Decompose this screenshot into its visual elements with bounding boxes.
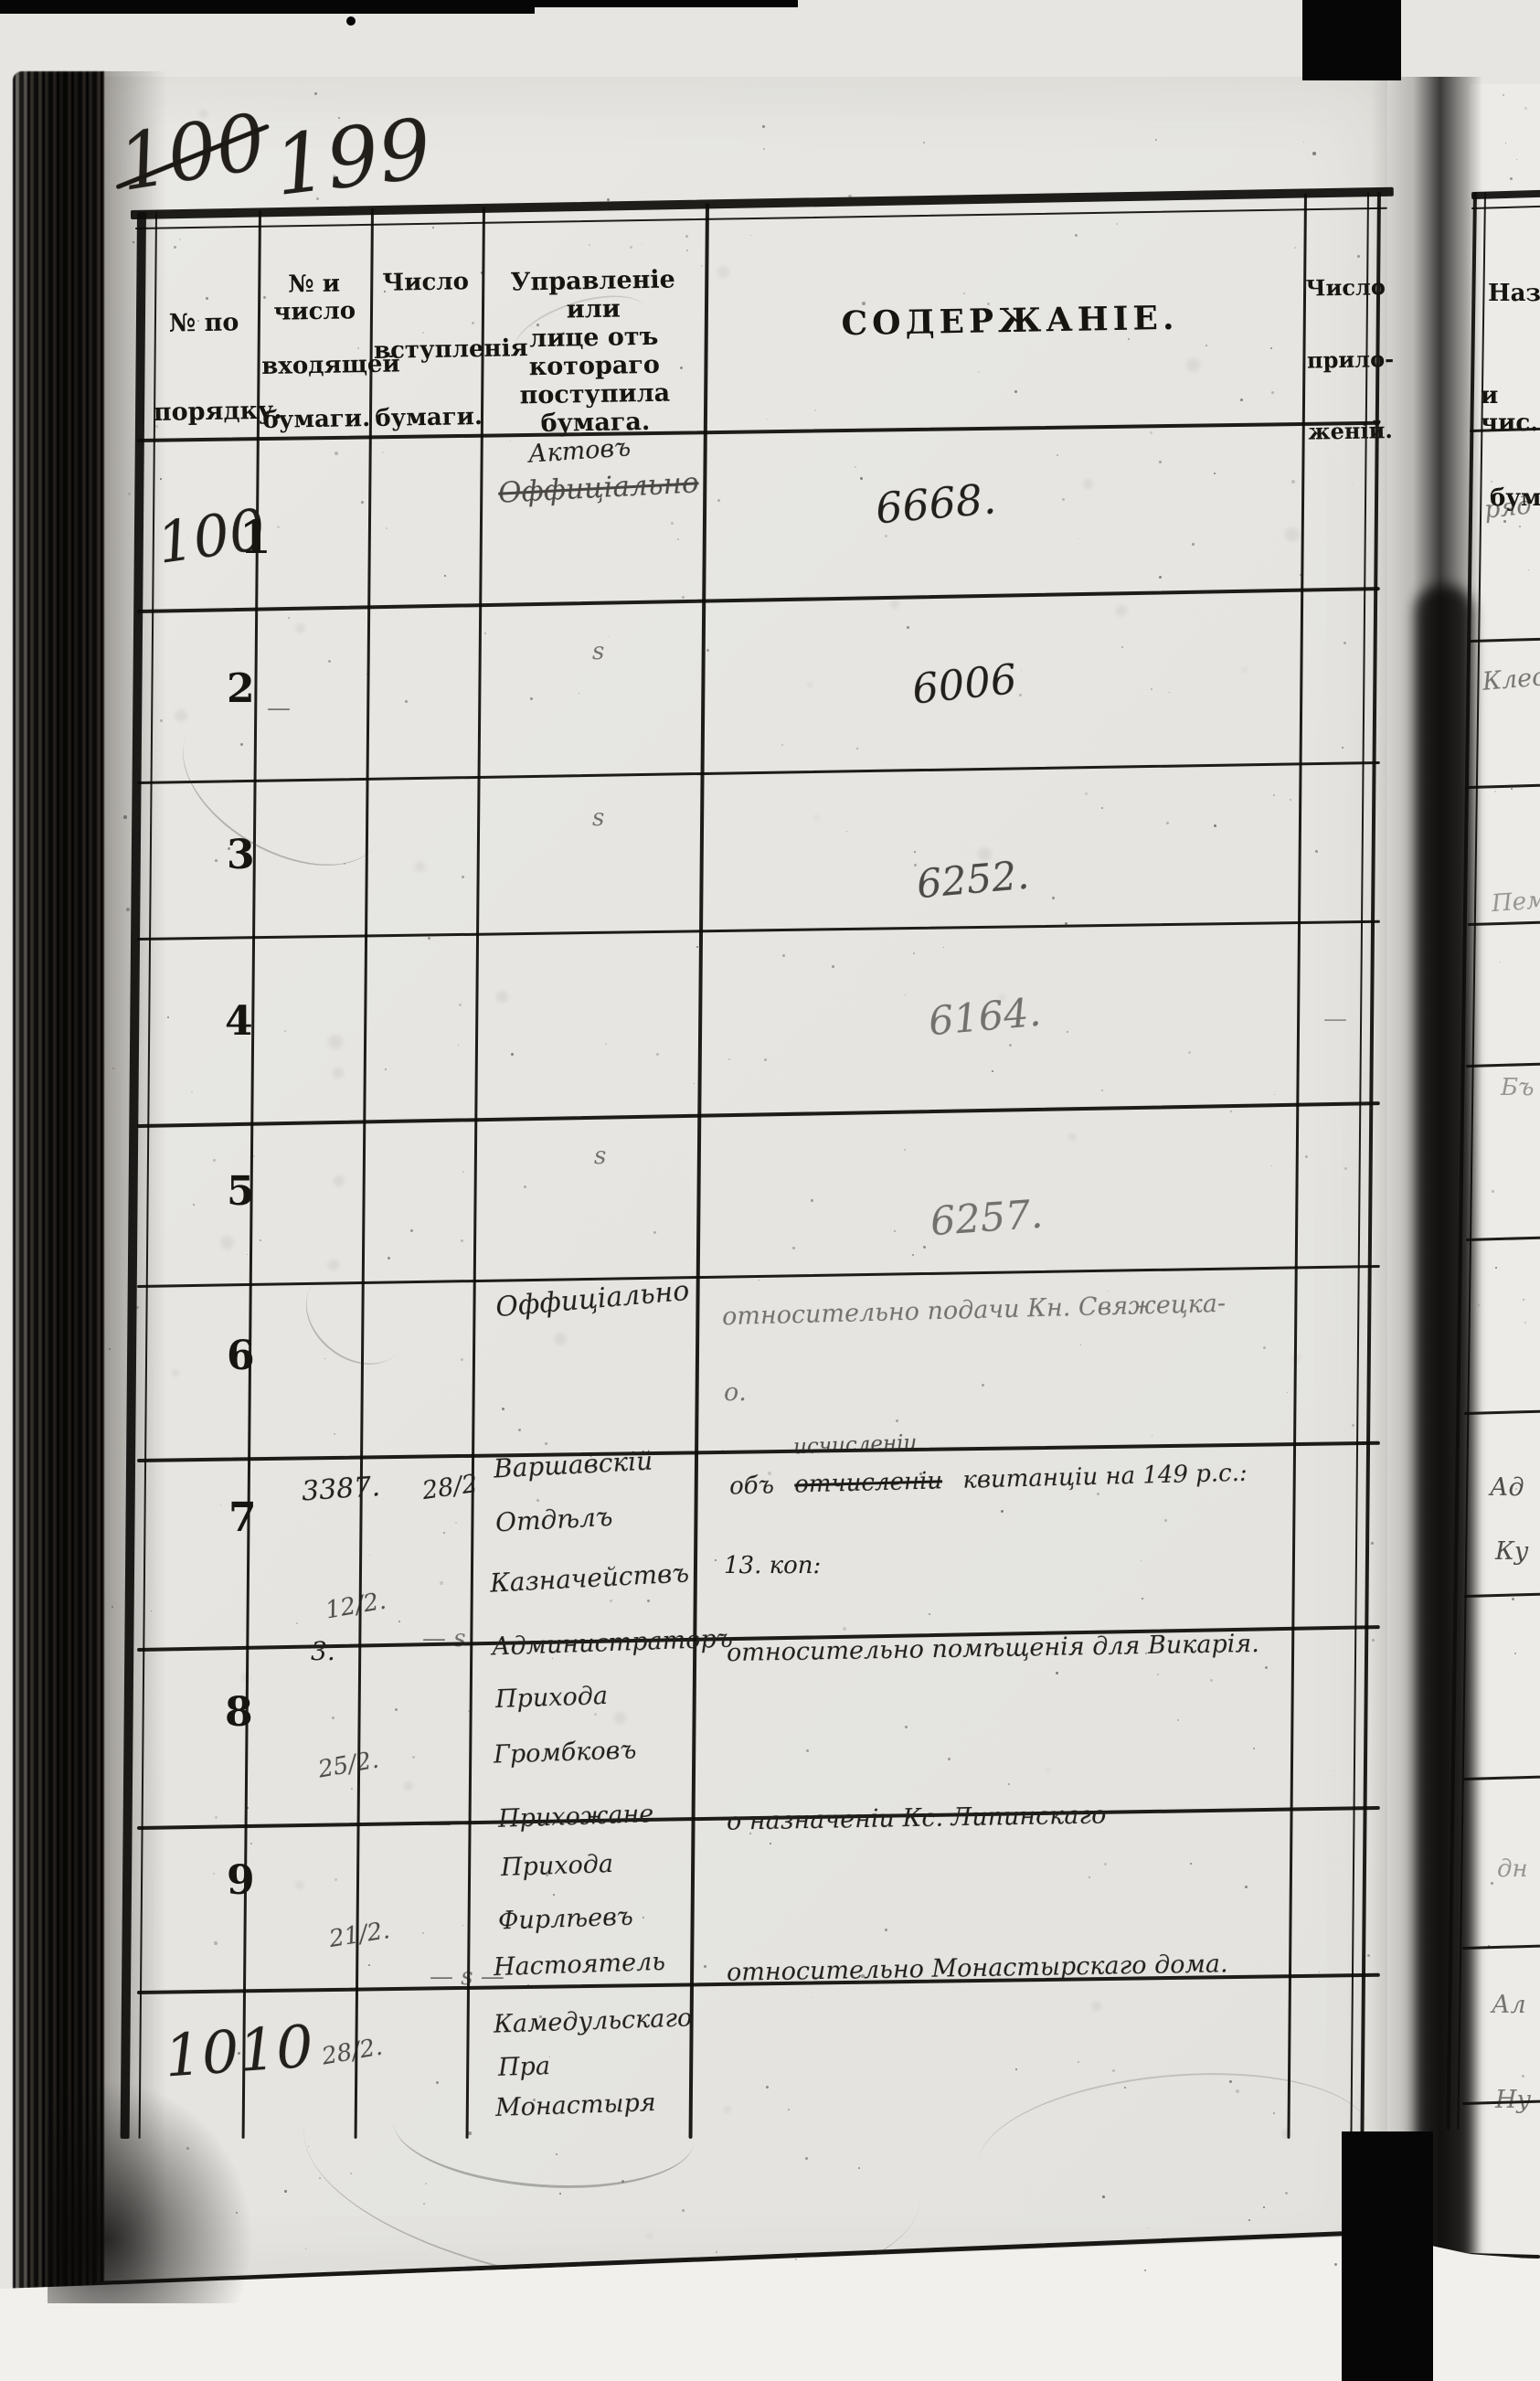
row6-contents-line2: о. — [724, 1378, 747, 1407]
table-rule-vertical — [1287, 193, 1307, 2139]
nextpage-rule-horizontal — [1465, 1236, 1540, 1241]
row2-received-ditto: ѕ — [592, 638, 605, 665]
table-rule-vertical — [465, 206, 485, 2139]
header-col-incoming-line: № и число — [273, 270, 356, 326]
header-col-received-line: вступленія — [373, 335, 528, 366]
nextpage-header-line: бума — [1490, 484, 1540, 512]
nextpage-entry-fragment: Клес — [1481, 663, 1540, 696]
nextpage-entry-fragment: Бъ — [1501, 1074, 1535, 1101]
table-rule-horizontal — [136, 587, 1380, 613]
row10-received-ditto: — ѕ — — [430, 1963, 504, 1991]
book-spine — [13, 71, 104, 2381]
header-col-received-line: бумаги. — [375, 402, 483, 432]
table-rule-vertical — [354, 207, 374, 2139]
row9-source-line: Прихожане — [497, 1800, 654, 1834]
row7-contents-line2: 13. коп: — [724, 1552, 822, 1579]
nextpage-rule-horizontal — [1471, 189, 1540, 199]
nextpage-entry-fragment: Ку — [1495, 1537, 1529, 1566]
row9-source-line: Прихода — [500, 1849, 614, 1883]
header-col-order-line: порядку. — [153, 396, 282, 427]
row3-contents-number: 6252. — [915, 852, 1032, 909]
row3-order: 3 — [227, 832, 255, 878]
row8-received-ditto: — ѕ — [422, 1625, 466, 1653]
header-col-order: № по порядку. — [152, 308, 282, 427]
nextpage-rule-horizontal — [1469, 637, 1540, 643]
scan-artifact-top-bar — [0, 0, 535, 14]
header-col-attachments-line: женій. — [1308, 417, 1393, 445]
header-col-attachments-line: Число — [1305, 273, 1386, 302]
scan-artifact-dot — [346, 16, 356, 26]
row4-contents-number: 6164. — [927, 989, 1044, 1046]
table-rule-horizontal — [136, 1440, 1380, 1462]
row9-received-dash: — — [428, 1810, 451, 1837]
row7-contents-struck-word: отчисленіи — [793, 1467, 943, 1499]
nextpage-entry-fragment: Ал — [1492, 1991, 1526, 2019]
row8-order: 8 — [225, 1689, 253, 1736]
row4-order: 4 — [225, 998, 253, 1045]
row2-incoming-dash: — — [267, 695, 291, 722]
row9-source-line: Фирлѣевъ — [497, 1902, 634, 1936]
row7-contents-inserted-word: исчисленіи — [792, 1430, 918, 1460]
nextpage-entry-fragment: ряд — [1482, 491, 1534, 525]
row5-received-ditto: ѕ — [594, 1143, 607, 1170]
table-rule-horizontal — [136, 1101, 1380, 1128]
table-rule-horizontal — [136, 919, 1380, 941]
page-number-new: 199 — [269, 100, 437, 216]
row8-incoming-number: 3. — [311, 1636, 335, 1666]
scan-artifact-top-right-block — [1302, 0, 1401, 80]
row3-received-ditto: ѕ — [592, 804, 605, 832]
header-col-incoming-line: бумаги. — [262, 404, 371, 435]
nextpage-entry-fragment: Ад — [1490, 1473, 1524, 1502]
nextpage-entry-fragment: дн — [1497, 1855, 1528, 1883]
table-rule-vertical — [1360, 191, 1381, 2139]
left-page-paper — [80, 77, 1387, 2289]
header-col-source-line: поступила бумага. — [519, 378, 671, 439]
scan-artifact-top-bar2 — [533, 0, 798, 7]
nextpage-rule-horizontal — [1467, 783, 1540, 789]
row5-order: 5 — [227, 1168, 255, 1215]
row7-contents-prefix: объ — [728, 1472, 775, 1501]
row1-contents-number: 6668. — [873, 473, 998, 534]
nextpage-rule-horizontal — [1461, 1775, 1540, 1780]
row8-source-line: Громбковъ — [493, 1736, 637, 1770]
page-corner-shadow — [48, 2075, 258, 2303]
row5-contents-number: 6257. — [929, 1191, 1045, 1246]
row7-order: 7 — [228, 1494, 257, 1541]
row9-order: 9 — [227, 1857, 255, 1904]
row6-order: 6 — [227, 1333, 255, 1379]
row2-order: 2 — [227, 665, 255, 712]
header-col-received-line: Число — [382, 268, 470, 297]
nextpage-rule-horizontal — [1467, 920, 1540, 926]
header-col-attachments-line: прило- — [1306, 345, 1395, 374]
nextpage-rule-horizontal — [1465, 1062, 1540, 1068]
header-col-incoming-line: входящей — [261, 350, 400, 381]
nextpage-rule-horizontal — [1471, 205, 1540, 209]
header-col-attachments: Число прило- женій. — [1305, 273, 1395, 445]
row8-source-line: Прихода — [494, 1681, 609, 1715]
header-col-incoming: № и число входящей бумаги. — [260, 270, 400, 435]
nextpage-rule-horizontal — [1463, 1592, 1540, 1598]
nextpage-rule-horizontal — [1461, 1944, 1540, 1950]
header-col-order-line: № по — [168, 308, 239, 338]
header-col-received: Число вступленія бумаги. — [372, 268, 528, 432]
nextpage-entry-fragment: Пем — [1491, 886, 1540, 919]
nextpage-header-line: и чис. — [1481, 382, 1539, 437]
row7-source-line: Отдѣлъ — [494, 1501, 614, 1538]
nextpage-rule-horizontal — [1463, 1409, 1540, 1415]
row1-order-printed: 1 — [239, 510, 271, 564]
row10-source-line: Настоятель — [493, 1947, 666, 1982]
nextpage-entry-fragment: Ну — [1495, 2086, 1532, 2114]
scan-artifact-bottom-right-block — [1342, 2131, 1433, 2381]
nextpage-header-line: Назв — [1488, 280, 1540, 307]
row4-attachments-dash: — — [1323, 1005, 1347, 1033]
row7-incoming-number: 3387. — [300, 1471, 382, 1508]
